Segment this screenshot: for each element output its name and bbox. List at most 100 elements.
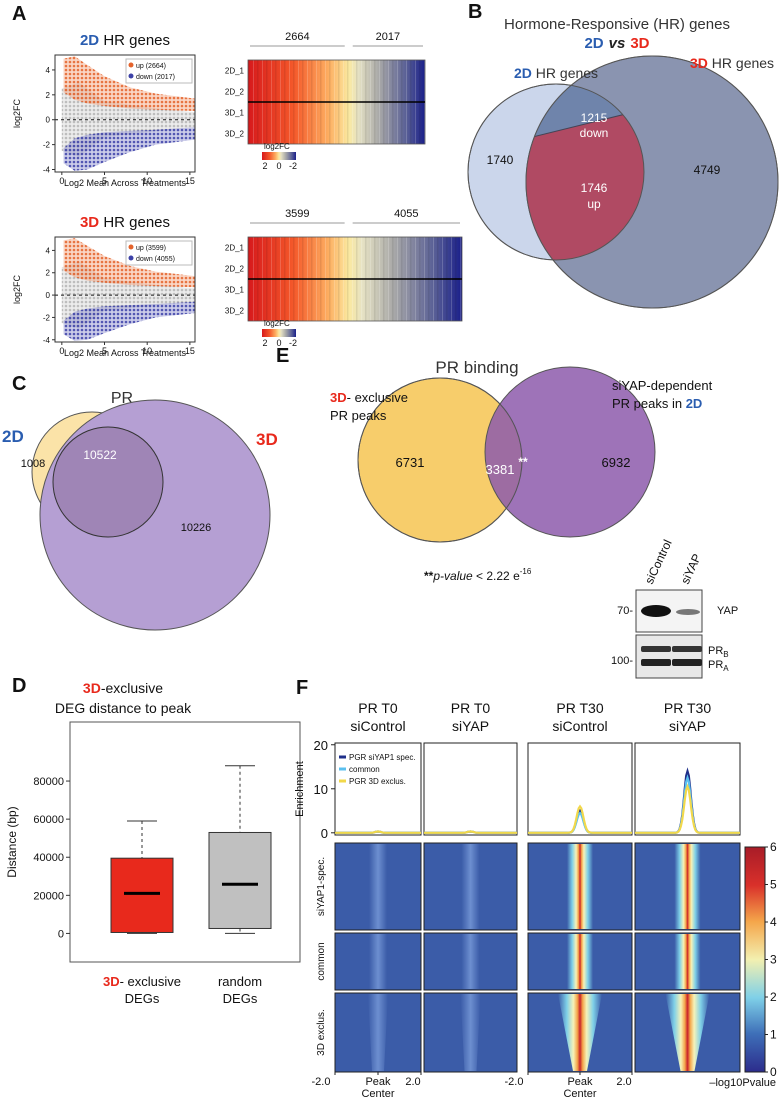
band-label-part: PR [708,659,723,671]
band-label-part: B [723,650,728,659]
panel-label: E [276,345,289,367]
x-tick-label-part: Peak [567,1076,593,1088]
colorbar-tick-label-part: 6 [770,840,777,854]
venn-title: PR binding [435,358,518,377]
venn-count-part: 1740 [487,153,514,167]
legend-label: PGR 3D exclus. [349,777,406,786]
plot-title-part: 2D [80,32,99,49]
x-tick-label-part: Peak [365,1076,391,1088]
y-axis-label: log2FC [12,98,22,128]
band [676,609,700,615]
y-tick-label-part: 10 [314,782,328,797]
colorbar-tick-part: 2 [262,338,267,348]
venn-count-label: down [580,126,609,140]
venn-count: 4749 [694,163,721,177]
plot-frame [69,721,301,963]
x-tick-label: Center [361,1088,394,1100]
x-tick-label-part: random [218,974,262,989]
signal-stripe [558,994,602,1071]
row-label-part: 3D exclus. [316,1009,327,1056]
venn-count: 3381 [486,462,515,477]
chart-subtitle: DEG distance to peak [55,700,192,716]
venn-count: 6932 [602,455,631,470]
y-tick-label-part: 4 [46,66,51,75]
row-label-part: 2D_2 [225,265,245,274]
lane-label-part: siControl [642,537,675,586]
colorbar-tick-label: 4 [770,915,777,929]
venn-title: PR [111,390,133,407]
profile-frame [423,742,518,836]
y-tick-label-part: 4 [46,246,51,255]
colorbar-tick: -2 [289,161,297,171]
y-tick-label: 0 [321,826,328,841]
p-value: **p-value < 2.22 e-16 [424,567,532,583]
colorbar-tick: -2 [289,338,297,348]
chart-title: 3D-exclusive [83,680,163,696]
legend-label: down (4055) [136,256,175,263]
p-value-part: < 2.22 e [473,569,520,583]
group-count: 4055 [394,208,418,220]
row-label: 3D exclus. [316,1009,327,1056]
size-marker: 70- [617,605,633,617]
panel-label-part: B [468,1,482,23]
x-tick-label: DEGs [125,991,160,1006]
legend-label: up (3599) [136,245,166,252]
legend-label: PGR siYAP1 spec. [349,753,416,762]
cloud-dots [63,127,195,171]
colorbar-tick-label: 2 [770,990,777,1004]
venn-title-part: PR binding [435,358,518,377]
legend-label-part: PGR 3D exclus. [349,777,406,786]
group-count: 2664 [285,31,309,43]
plot-title-part: 3D [80,214,99,231]
set-label: siYAP-dependent [612,378,713,393]
plot-title-part: HR genes [99,214,170,231]
x-tick-label: random [218,974,262,989]
p-value-part: p-value [432,569,473,583]
row-label-part: common [316,942,327,980]
x-tick-label: DEGs [223,991,258,1006]
y-tick-label-part: 0 [46,116,51,125]
row-label-part: 2D_1 [225,67,245,76]
x-tick-label-part: Center [361,1088,394,1100]
venn-count-label-part: up [587,197,601,211]
colorbar-label: –log10Pvalue [709,1077,776,1089]
panel-label: C [12,373,26,395]
signal-stripe [369,844,387,929]
x-tick-label-part: 15 [185,346,195,356]
y-tick-label: -2 [43,141,51,150]
colorbar [262,152,296,160]
legend-label-part: PGR siYAP1 spec. [349,753,416,762]
column-title-part: PR T0 [358,700,398,716]
panel-label-part: A [12,3,26,25]
y-tick-label-part: 40000 [33,852,64,864]
y-tick-label: 0 [58,928,64,940]
p-value-part: -16 [520,567,532,576]
row-label-part: 3D_2 [225,307,245,316]
row-label: 3D_2 [225,307,245,316]
venn-title-part: Hormone-Responsive (HR) genes [504,16,730,33]
signal-stripe [461,934,480,989]
legend-box [125,58,193,84]
row-label-part: 2D_1 [225,244,245,253]
x-tick-label: 0 [59,176,64,186]
signal-stripe [460,994,481,1071]
signal-stripe [674,934,701,989]
venn-count: 1746 [581,181,608,195]
y-tick-label: -4 [43,336,51,345]
signal-stripe [567,844,593,929]
x-tick-label: 5 [102,346,107,356]
y-axis-label-part: log2FC [12,274,22,304]
x-axis-label: Log2 Mean Across Treatments [64,348,187,358]
colorbar-label-part: –log10Pvalue [709,1077,776,1089]
y-tick-label: 4 [46,246,51,255]
x-tick-label: 3D- exclusive [103,974,181,989]
row-label: 3D_2 [225,130,245,139]
band [672,646,702,652]
p-value-part: ** [424,569,434,583]
y-tick-label-part: -2 [43,313,51,322]
x-tick-label: Center [563,1088,596,1100]
profile-line [635,783,740,834]
panel-label: F [296,677,308,699]
column-title: PR T30 [556,700,603,716]
colorbar [262,329,296,337]
